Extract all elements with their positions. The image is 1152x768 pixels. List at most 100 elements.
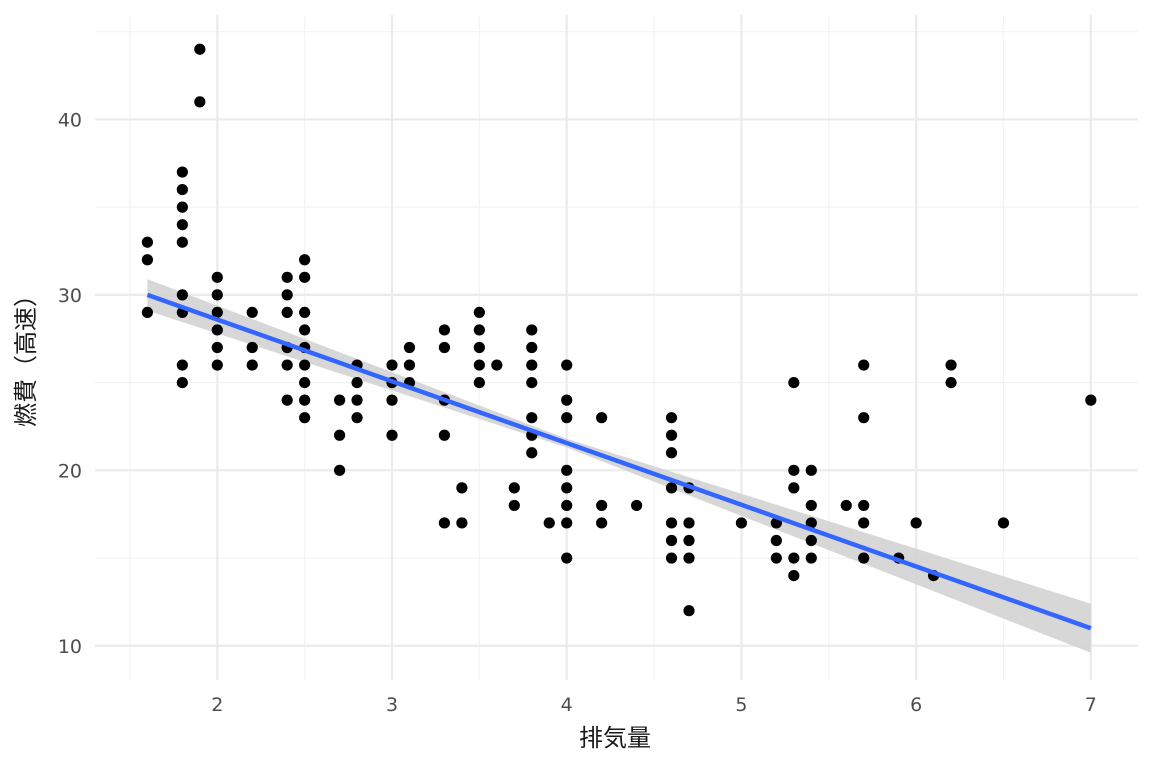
- data-point: [788, 482, 800, 494]
- data-point: [299, 306, 311, 319]
- data-point: [665, 412, 678, 424]
- data-point: [194, 43, 206, 55]
- data-point: [351, 412, 363, 424]
- data-point: [858, 412, 870, 424]
- trend-line: [146, 292, 1092, 631]
- data-point: [665, 534, 678, 547]
- data-point: [246, 306, 258, 319]
- data-point: [351, 376, 363, 389]
- y-tick-label: 10: [58, 636, 82, 658]
- data-point: [211, 289, 223, 301]
- data-point: [333, 394, 346, 406]
- data-point: [526, 447, 538, 459]
- data-point: [299, 359, 311, 371]
- data-point: [508, 482, 520, 494]
- data-point: [299, 271, 311, 283]
- data-point: [665, 517, 678, 529]
- x-tick-label: 4: [561, 694, 573, 716]
- y-axis-title: 燃費（高速）: [12, 283, 40, 427]
- data-point: [858, 499, 870, 512]
- data-point: [176, 376, 188, 389]
- data-point: [561, 394, 573, 406]
- data-point: [561, 552, 573, 564]
- confidence-band: [147, 279, 1091, 653]
- data-point: [630, 499, 643, 512]
- data-point: [403, 359, 416, 371]
- data-point: [526, 412, 538, 424]
- data-point: [176, 289, 188, 301]
- data-point: [858, 517, 870, 529]
- data-point: [438, 517, 451, 529]
- x-axis-tick-labels: 2 3 4 5 6 7: [211, 694, 1097, 716]
- data-point: [211, 306, 223, 319]
- data-point: [386, 394, 398, 406]
- data-point: [526, 359, 538, 371]
- data-point: [561, 482, 573, 494]
- data-point: [176, 201, 188, 213]
- minor-gridlines: [95, 15, 1138, 680]
- data-point: [386, 429, 398, 441]
- data-point: [543, 517, 555, 529]
- data-point: [945, 376, 957, 389]
- data-point: [596, 517, 608, 529]
- data-point: [141, 306, 154, 319]
- data-point: [246, 359, 258, 371]
- data-point: [770, 552, 782, 564]
- data-point: [211, 359, 223, 371]
- data-points: [141, 43, 1097, 617]
- data-point: [281, 306, 293, 319]
- data-point: [683, 552, 695, 564]
- data-point: [683, 605, 695, 617]
- x-tick-label: 7: [1085, 694, 1097, 716]
- data-point: [997, 517, 1010, 529]
- data-point: [299, 324, 311, 336]
- data-point: [788, 570, 800, 582]
- x-tick-label: 6: [910, 694, 922, 716]
- data-point: [735, 517, 748, 529]
- data-point: [473, 341, 485, 354]
- data-point: [665, 552, 678, 564]
- x-axis-title: 排気量: [579, 724, 651, 752]
- data-point: [561, 412, 573, 424]
- data-point: [438, 429, 451, 441]
- data-point: [805, 499, 817, 512]
- data-point: [141, 236, 154, 248]
- data-point: [805, 552, 817, 564]
- data-point: [194, 96, 206, 108]
- data-point: [840, 499, 852, 512]
- data-point: [561, 517, 573, 529]
- data-point: [1085, 394, 1097, 406]
- y-tick-label: 40: [58, 109, 82, 131]
- data-point: [945, 359, 957, 371]
- data-point: [508, 499, 520, 512]
- data-point: [281, 271, 293, 283]
- data-point: [683, 534, 695, 547]
- data-point: [176, 219, 188, 231]
- data-point: [176, 236, 188, 248]
- data-point: [456, 482, 468, 494]
- data-point: [788, 464, 800, 476]
- data-point: [858, 552, 870, 564]
- y-tick-label: 30: [58, 285, 82, 307]
- data-point: [211, 271, 223, 283]
- data-point: [141, 254, 154, 266]
- data-point: [910, 517, 922, 529]
- x-tick-label: 5: [735, 694, 747, 716]
- data-point: [561, 464, 573, 476]
- data-point: [596, 499, 608, 512]
- data-point: [683, 517, 695, 529]
- data-point: [770, 534, 782, 547]
- x-tick-label: 3: [386, 694, 398, 716]
- data-point: [211, 341, 223, 354]
- data-point: [299, 254, 311, 266]
- data-point: [788, 552, 800, 564]
- data-point: [473, 376, 485, 389]
- data-point: [333, 464, 346, 476]
- data-point: [473, 324, 485, 336]
- data-point: [176, 166, 188, 178]
- data-point: [473, 306, 485, 319]
- data-point: [665, 447, 678, 459]
- data-point: [665, 429, 678, 441]
- data-point: [491, 359, 503, 371]
